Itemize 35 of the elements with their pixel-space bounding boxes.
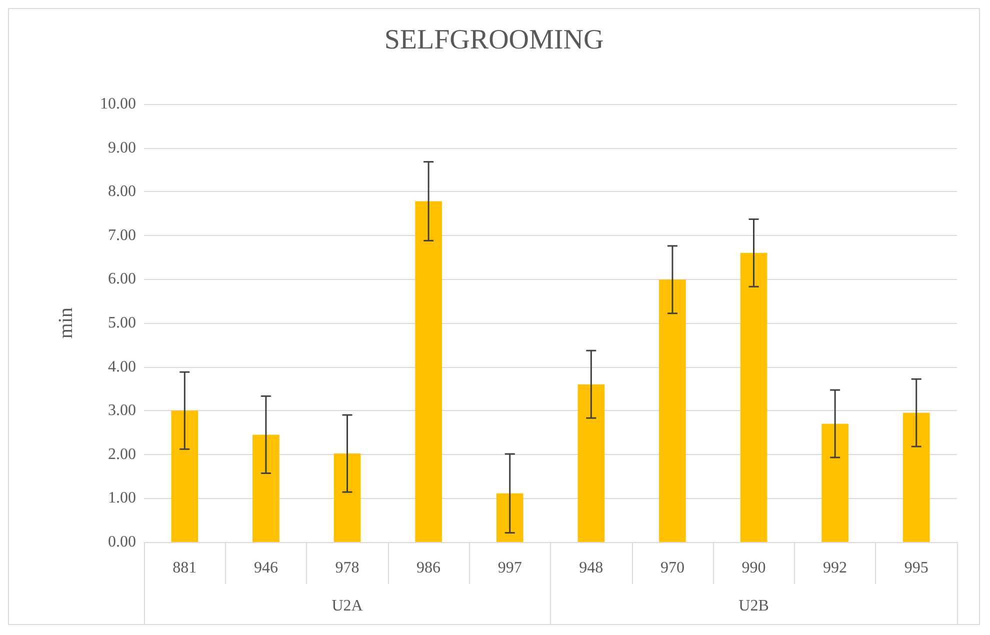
bar: [578, 384, 605, 542]
y-tick-label: 9.00: [108, 139, 136, 156]
x-tick-label: 995: [904, 560, 928, 576]
y-tick-label: 0.00: [108, 534, 136, 550]
x-tick-label: 948: [579, 560, 604, 576]
y-tick-label: 6.00: [108, 270, 136, 288]
text: U2A: [332, 598, 364, 614]
bar: [171, 410, 198, 542]
chart-title: SELFGROOMING: [384, 24, 604, 56]
x-tick-label: 992: [823, 560, 848, 576]
y-tick-label: 2.00: [108, 446, 136, 463]
x-tick-label: 990: [742, 560, 766, 576]
bar: [659, 280, 686, 542]
bar: [902, 412, 930, 542]
bar: [334, 454, 361, 542]
y-tick-label: 10.00: [100, 96, 136, 112]
y-tick-label: 4.00: [108, 358, 136, 376]
x-tick-label: 970: [660, 560, 684, 576]
text: U2B: [738, 598, 769, 614]
x-tick-label: 978: [335, 560, 360, 576]
y-tick-label: 1.00: [108, 490, 136, 507]
x-tick-label: 986: [416, 560, 441, 576]
y-tick-label: 8.00: [108, 183, 136, 200]
bar: [740, 252, 768, 542]
bar: [252, 434, 280, 542]
y-tick-label: 3.00: [108, 402, 136, 420]
y-tick-label: 5.00: [108, 314, 136, 332]
y-axis-title: min: [55, 307, 77, 339]
bar: [822, 424, 848, 542]
x-tick-label: 881: [172, 560, 197, 576]
x-tick-label: 946: [254, 560, 278, 576]
x-tick-label: 997: [498, 560, 522, 576]
bar: [496, 493, 524, 542]
bar: [415, 201, 442, 542]
y-tick-label: 7.00: [108, 226, 136, 244]
